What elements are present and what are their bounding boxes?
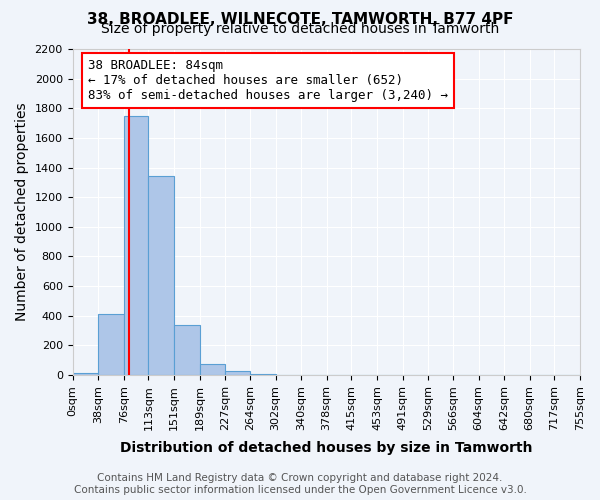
Bar (200, 364, 225, 375)
Bar (73, 373, 98, 375)
Bar (174, 324, 200, 375)
Text: 38 BROADLEE: 84sqm
← 17% of detached houses are smaller (652)
83% of semi-detach: 38 BROADLEE: 84sqm ← 17% of detached hou… (88, 59, 448, 102)
Y-axis label: Number of detached properties: Number of detached properties (15, 102, 29, 322)
Bar (225, 372, 250, 375)
Bar (148, 176, 174, 375)
Text: Contains HM Land Registry data © Crown copyright and database right 2024.
Contai: Contains HM Land Registry data © Crown c… (74, 474, 526, 495)
Bar (98, 314, 124, 375)
X-axis label: Distribution of detached houses by size in Tamworth: Distribution of detached houses by size … (120, 441, 533, 455)
Bar (250, 374, 275, 375)
Text: 38, BROADLEE, WILNECOTE, TAMWORTH, B77 4PF: 38, BROADLEE, WILNECOTE, TAMWORTH, B77 4… (87, 12, 513, 28)
Text: Size of property relative to detached houses in Tamworth: Size of property relative to detached ho… (101, 22, 499, 36)
Bar (124, 116, 148, 375)
